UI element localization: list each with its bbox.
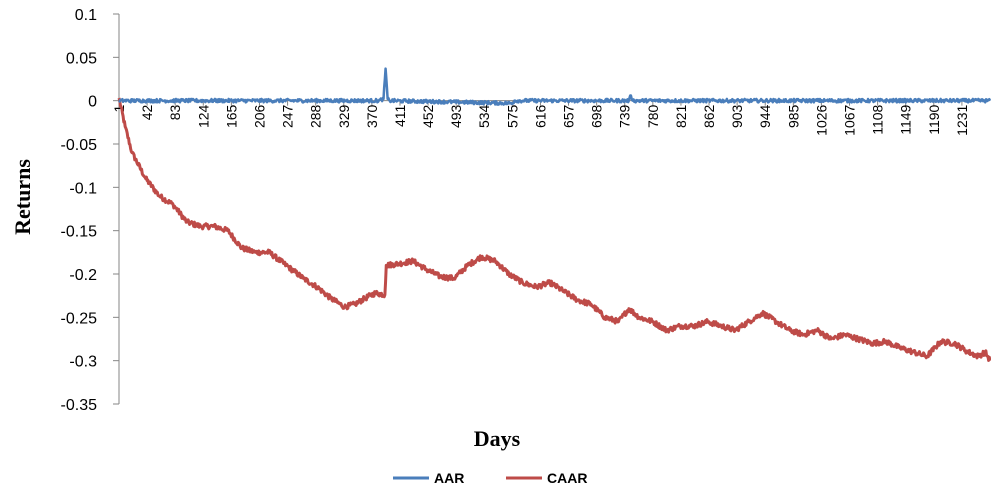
y-tick-label: -0.05 [61,137,98,154]
legend-label-aar: AAR [434,470,464,486]
y-tick-label: -0.2 [69,267,97,284]
y-tick-label: 0.05 [66,50,97,67]
x-tick-label: 329 [336,104,352,128]
x-tick-label: 42 [139,104,155,120]
x-ticks: 1 42 83 124 165 206 247 288 329 370 411 452 493 534 57… [111,100,970,136]
x-tick-label: 83 [167,104,183,120]
y-tick-label: -0.15 [61,224,98,241]
x-tick-label: 370 [364,104,380,128]
legend-label-caar: CAAR [547,470,587,486]
x-tick-label: 1 [111,104,127,112]
x-tick-label: 903 [729,104,745,128]
y-tick-label: 0.1 [75,7,97,24]
x-tick-label: 944 [757,104,773,128]
x-tick-label: 1231 [954,104,970,135]
series-line-aar [118,67,991,106]
series-lines [117,67,991,362]
x-tick-label: 1108 [870,104,886,134]
x-tick-label: 206 [251,104,267,128]
x-tick-label: 575 [504,104,520,128]
x-tick-label: 985 [785,104,801,128]
x-tick-label: 657 [561,104,577,128]
x-tick-label: 411 [392,104,408,127]
legend: AAR CAAR [393,470,587,486]
x-tick-label: 165 [223,104,239,128]
x-tick-label: 616 [532,104,548,128]
x-tick-label: 247 [280,104,296,128]
x-tick-label: 288 [308,104,324,128]
x-tick-label: 780 [645,104,661,128]
series-line-caar [117,97,991,362]
x-tick-label: 534 [476,104,492,128]
y-tick-label: -0.3 [69,354,97,371]
x-tick-label: 1067 [842,104,858,135]
x-tick-label: 821 [673,104,689,128]
y-tick-label: -0.25 [61,310,98,327]
x-tick-label: 124 [195,104,211,128]
x-tick-label: 739 [617,104,633,128]
y-tick-label: -0.35 [61,397,98,414]
x-axis-title: Days [474,426,521,451]
x-tick-label: 1149 [898,104,914,134]
y-axis-title: Returns [10,159,35,235]
x-tick-label: 1190 [926,104,942,134]
y-tick-label: -0.1 [69,180,97,197]
x-tick-label: 493 [448,104,464,128]
x-tick-label: 452 [420,104,436,128]
y-ticks: 0.1 0.05 0 -0.05 -0.1 -0.15 -0.2 -0.25 -0.3 -0.35 [61,7,119,414]
x-tick-label: 698 [589,104,605,128]
x-tick-label: 1026 [813,104,829,135]
x-tick-label: 862 [701,104,717,128]
y-tick-label: 0 [88,94,97,111]
